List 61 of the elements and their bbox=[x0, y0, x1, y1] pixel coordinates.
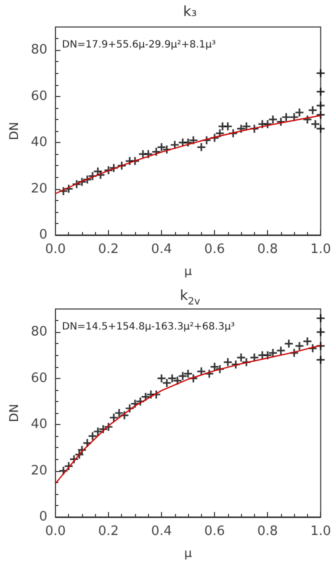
x-tick-label: 0.0 bbox=[45, 242, 66, 257]
point bbox=[268, 115, 277, 124]
point bbox=[303, 337, 312, 346]
point bbox=[276, 346, 285, 355]
point bbox=[282, 113, 290, 122]
x-tick-label: 0.6 bbox=[204, 242, 225, 257]
x-tick-label: 0.4 bbox=[151, 524, 172, 539]
point bbox=[115, 409, 124, 417]
point bbox=[316, 88, 325, 96]
y-tick-label: 60 bbox=[30, 370, 48, 386]
point bbox=[158, 374, 166, 382]
x-tick-label: 0.8 bbox=[257, 524, 278, 539]
point bbox=[110, 414, 118, 422]
point bbox=[184, 370, 192, 378]
x-tick-label: 1.0 bbox=[310, 524, 332, 539]
point bbox=[316, 69, 325, 78]
point bbox=[316, 102, 325, 110]
point bbox=[268, 348, 277, 357]
point bbox=[197, 143, 206, 152]
x-tick-label: 0.6 bbox=[204, 524, 225, 539]
point bbox=[295, 108, 304, 117]
chart-title: k₃ bbox=[183, 4, 197, 20]
x-tick-label: 0.8 bbox=[257, 242, 278, 257]
y-tick-label: 80 bbox=[30, 324, 48, 340]
y-tick-label: 20 bbox=[30, 463, 48, 478]
annotation: DN=17.9+55.6μ-29.9μ²+8.1μ³ bbox=[62, 40, 216, 50]
x-axis-title: μ bbox=[184, 546, 192, 560]
point bbox=[94, 427, 102, 436]
point bbox=[316, 328, 325, 336]
point bbox=[88, 432, 97, 440]
point bbox=[308, 106, 317, 114]
point bbox=[316, 124, 325, 133]
point bbox=[284, 340, 293, 348]
x-tick-label: 0.2 bbox=[98, 524, 119, 539]
x-tick-label: 0.0 bbox=[45, 524, 66, 539]
x-axis-title: μ bbox=[184, 264, 192, 278]
point bbox=[311, 120, 320, 128]
point bbox=[178, 372, 187, 380]
point bbox=[224, 358, 232, 366]
x-tick-label: 0.2 bbox=[98, 242, 119, 257]
point bbox=[316, 314, 325, 322]
annotation: DN=14.5+154.8μ-163.3μ²+68.3μ³ bbox=[62, 322, 235, 332]
y-tick-label: 0 bbox=[39, 510, 48, 524]
point bbox=[168, 374, 176, 382]
y-tick-label: 20 bbox=[30, 181, 48, 196]
point bbox=[250, 354, 258, 362]
x-tick-label: 1.0 bbox=[310, 242, 332, 257]
x-tick-label: 0.4 bbox=[151, 242, 172, 257]
point bbox=[162, 378, 171, 387]
y-tick-label: 60 bbox=[30, 88, 48, 104]
point bbox=[295, 342, 304, 350]
point bbox=[224, 122, 232, 130]
point bbox=[158, 143, 166, 152]
y-axis-title: DN bbox=[7, 404, 21, 422]
y-axis-title: DN bbox=[7, 122, 21, 140]
point bbox=[316, 356, 325, 364]
point bbox=[237, 354, 246, 362]
y-tick-label: 40 bbox=[30, 135, 48, 150]
y-tick-label: 40 bbox=[30, 417, 48, 432]
y-tick-label: 0 bbox=[39, 228, 48, 242]
y-tick-label: 80 bbox=[30, 42, 48, 58]
